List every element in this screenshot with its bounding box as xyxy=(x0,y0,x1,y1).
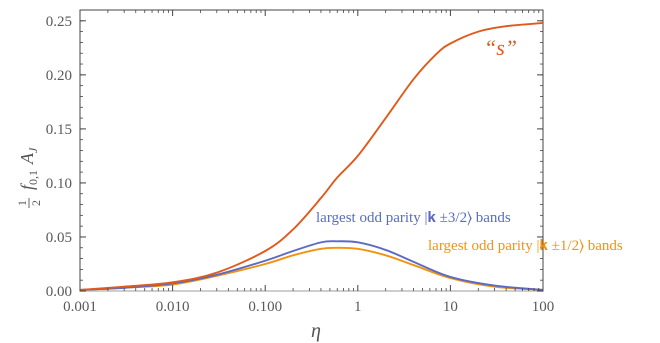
series-label-odd-1-2: largest odd parity |𝐤 ±1/2⟩ bands xyxy=(428,238,623,254)
series-line-odd-1-2 xyxy=(79,246,544,291)
y-label-frac-den: 2 xyxy=(29,200,43,206)
series-label-s: “s” xyxy=(484,35,517,60)
series-line-odd-3-2 xyxy=(79,240,544,291)
y-tick-label: 0.00 xyxy=(46,284,72,300)
x-axis-label: η xyxy=(311,320,321,342)
x-axis-ticks: 0.001 0.010 0.100 1 10 100 xyxy=(63,10,554,315)
y-axis-ticks: 0.00 0.05 0.10 0.15 0.20 0.25 xyxy=(46,9,543,300)
series-line-s xyxy=(79,22,544,291)
y-label-frac-num: 1 xyxy=(15,200,29,206)
x-tick-label: 100 xyxy=(532,299,555,315)
x-tick-label: 0.100 xyxy=(248,299,282,315)
x-tick-label: 1 xyxy=(354,299,362,315)
y-tick-label: 0.05 xyxy=(46,230,72,246)
y-label-text: f0,1AJ xyxy=(17,147,40,190)
y-tick-label: 0.15 xyxy=(46,122,72,138)
x-tick-label: 0.010 xyxy=(156,299,190,315)
series-label-odd-3-2: largest odd parity |𝐤 ±3/2⟩ bands xyxy=(316,210,511,226)
series-lines xyxy=(79,22,544,292)
y-tick-label: 0.25 xyxy=(46,14,72,30)
x-tick-label: 10 xyxy=(443,299,458,315)
y-tick-label: 0.10 xyxy=(46,176,72,192)
y-axis-label: 1 2 f0,1AJ xyxy=(15,147,43,208)
x-tick-label: 0.001 xyxy=(63,299,97,315)
y-tick-label: 0.20 xyxy=(46,68,72,84)
